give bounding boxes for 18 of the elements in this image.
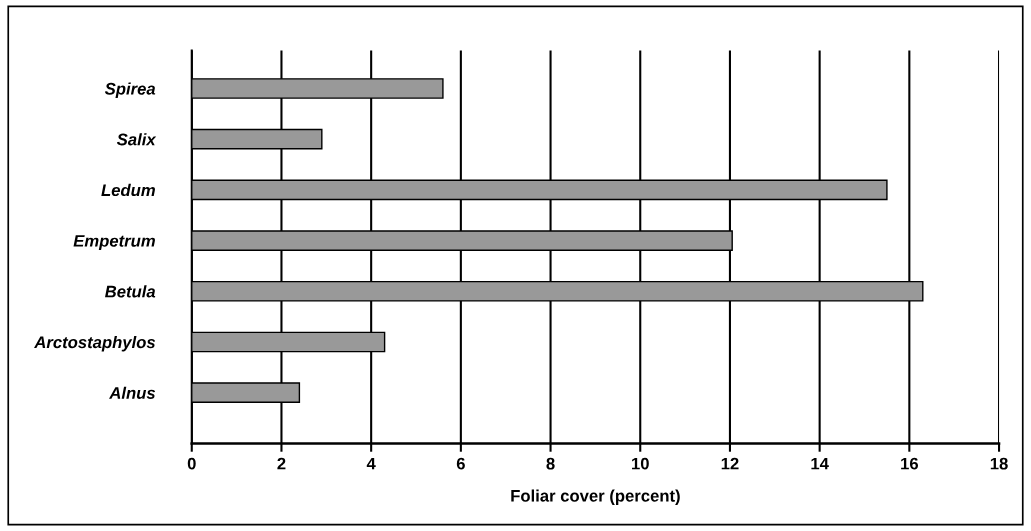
x-tick-label: 14	[811, 457, 829, 470]
x-tick-label: 12	[721, 457, 739, 470]
x-tick-label: 4	[366, 457, 376, 470]
y-tick-label: Ledum	[101, 183, 155, 197]
x-tick-label: 10	[632, 457, 649, 470]
y-tick-label: Arctostaphylos	[34, 335, 156, 352]
y-tick-label: Spirea	[104, 82, 156, 98]
y-tick-label: Betula	[105, 285, 156, 298]
x-tick-label: 18	[990, 457, 1008, 470]
y-tick-label: Salix	[116, 133, 157, 146]
x-tick-label: 6	[456, 457, 465, 470]
x-tick-label: 2	[277, 457, 286, 470]
x-axis-title: Foliar cover (percent)	[511, 489, 680, 506]
y-tick-label: Empetrum	[73, 235, 155, 251]
y-tick-label: Alnus	[109, 386, 156, 399]
x-tick-label: 0	[187, 457, 196, 470]
x-tick-label: 16	[901, 457, 919, 470]
x-tick-label: 8	[546, 457, 555, 470]
